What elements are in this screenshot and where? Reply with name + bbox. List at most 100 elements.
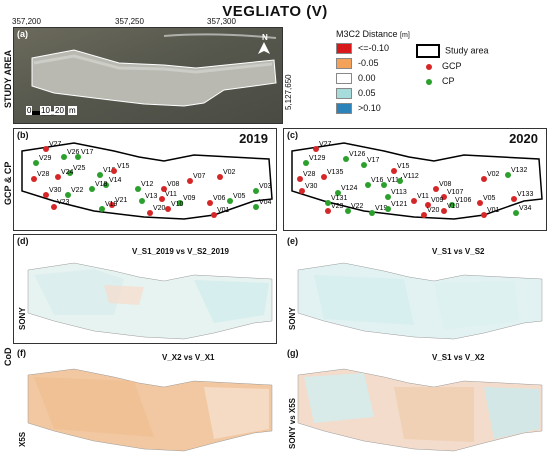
gcp-marker (109, 202, 115, 208)
gcp-marker (217, 174, 223, 180)
gcp-marker (411, 198, 417, 204)
point-label: V16 (371, 177, 384, 184)
scale-unit: m (68, 106, 77, 115)
scale-bar-black (28, 111, 42, 115)
point-label: V15 (397, 163, 410, 170)
cp-marker (397, 178, 403, 184)
cp-marker (67, 170, 73, 176)
point-label: V23 (331, 203, 344, 210)
point-label: V20 (153, 205, 166, 212)
side-label-cod: CoD (3, 347, 13, 367)
point-label: V12 (141, 181, 154, 188)
point-label: V133 (517, 191, 533, 198)
study-area-outline (31, 49, 277, 107)
gcp-marker (55, 174, 61, 180)
point-label: V135 (327, 169, 343, 176)
cp-marker (97, 172, 103, 178)
side-label-study-area: STUDY AREA (3, 49, 13, 108)
point-label: V26 (67, 149, 80, 156)
point-label: V06 (213, 195, 226, 202)
point-label: V28 (303, 171, 316, 178)
cp-marker (177, 200, 183, 206)
point-label: V124 (341, 185, 357, 192)
cp-marker (449, 202, 455, 208)
point-label: V23 (57, 199, 70, 206)
swatch-cyan (336, 88, 352, 100)
gcp-marker (441, 208, 447, 214)
comparison-g: V_S1 vs V_X2 (432, 353, 485, 362)
point-label: V09 (431, 197, 444, 204)
point-label: V05 (483, 195, 496, 202)
point-label: V17 (367, 157, 380, 164)
gcp-marker (433, 186, 439, 192)
point-label: V19 (375, 205, 388, 212)
point-label: V05 (233, 193, 246, 200)
point-label: V11 (165, 191, 177, 198)
year-2019: 2019 (239, 131, 268, 146)
cp-marker (253, 188, 259, 194)
cp-marker (227, 198, 233, 204)
panel-e-sony-2020: (e) V_S1 vs V_S2 SONY (283, 234, 547, 344)
gcp-marker (31, 176, 37, 182)
gcp-marker (51, 204, 57, 210)
point-label: V13 (145, 193, 158, 200)
cp-marker (381, 182, 387, 188)
point-label: V106 (455, 197, 471, 204)
panel-e-label: (e) (287, 236, 298, 246)
legend-study-area: Study area (416, 44, 489, 58)
point-label: V27 (319, 141, 332, 148)
scale-10: 10 (40, 106, 51, 115)
point-label: V30 (305, 183, 318, 190)
legend-item: 0.00 (336, 73, 376, 85)
point-label: V113 (391, 189, 407, 196)
scale-0: 0 (26, 106, 33, 115)
point-label: V131 (331, 195, 347, 202)
x-coord-3: 357,300 (207, 17, 236, 26)
panel-c-gcp-2020: (c) 2020 V27 V126 V129 V17 V15 V28 V135 V16 V114… (283, 128, 547, 231)
point-label: V129 (309, 155, 325, 162)
point-label: V121 (391, 201, 407, 208)
gcp-marker (421, 212, 427, 218)
point-label: V03 (259, 183, 272, 190)
point-label: V10 (447, 203, 460, 210)
point-label: V22 (351, 203, 364, 210)
cp-marker (513, 210, 519, 216)
gcp-marker (207, 200, 213, 206)
cp-marker (325, 200, 331, 206)
point-label: V18 (95, 181, 108, 188)
north-label: N (262, 33, 268, 42)
gcp-marker (325, 208, 331, 214)
panel-a-label: (a) (17, 29, 28, 39)
gcp-marker (43, 192, 49, 198)
point-label: V28 (37, 171, 50, 178)
m3c2-map-e (297, 262, 543, 340)
scale-20: 20 (54, 106, 65, 115)
cp-marker (335, 190, 341, 196)
panel-d-label: (d) (17, 236, 29, 246)
swatch-white (336, 73, 352, 85)
cp-marker (103, 182, 109, 188)
cp-dot-icon (426, 78, 432, 85)
cp-marker (253, 204, 259, 210)
gcp-marker (441, 194, 447, 200)
point-label: V04 (259, 199, 272, 206)
comparison-f: V_X2 vs V_X1 (162, 353, 215, 362)
legend-item: >0.10 (336, 103, 381, 115)
gcp-marker (481, 176, 487, 182)
study-area-outline (21, 142, 273, 220)
gcp-marker (321, 174, 327, 180)
point-label: V34 (519, 205, 532, 212)
gcp-marker (211, 212, 217, 218)
cp-marker (99, 206, 105, 212)
panel-g-sony-vs-x5s: (g) V_S1 vs V_X2 SONY vs X5S (283, 346, 547, 456)
point-label: V11 (417, 193, 429, 200)
cp-marker (361, 162, 367, 168)
swatch-red (336, 43, 352, 55)
comparison-d: V_S1_2019 vs V_S2_2019 (132, 247, 229, 256)
panel-c-label: (c) (287, 130, 298, 140)
swatch-orange (336, 58, 352, 70)
cp-marker (345, 208, 351, 214)
point-label: V15 (117, 163, 130, 170)
panel-f-label: (f) (17, 348, 26, 358)
point-label: V16 (103, 167, 116, 174)
